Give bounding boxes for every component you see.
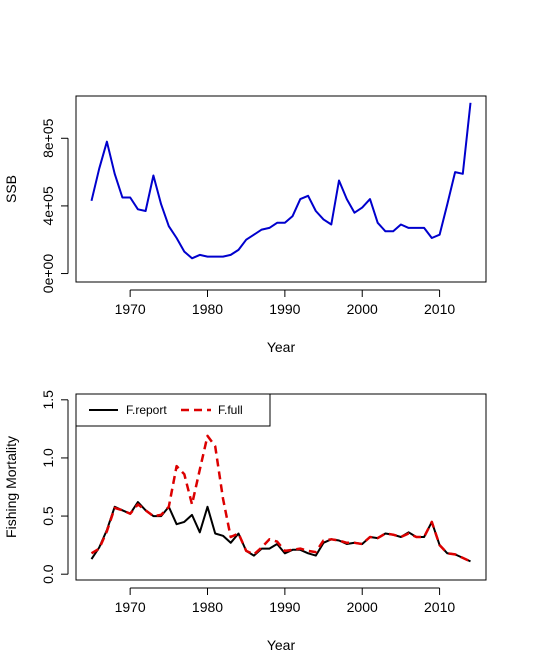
- fm-y-tick-label: 1.0: [40, 448, 56, 468]
- ssb-y-axis-label: SSB: [3, 175, 19, 203]
- fm-x-tick-label: 1980: [192, 599, 223, 615]
- fm-x-tick-label: 1990: [269, 599, 300, 615]
- fm-y-tick-label: 0.5: [40, 506, 56, 526]
- fm-legend: F.report F.full: [75, 393, 271, 427]
- fm-x-axis: 1970 1980 1990 2000 2010: [115, 587, 455, 615]
- fm-x-tick-label: 1970: [115, 599, 146, 615]
- ssb-y-tick-label: 0e+00: [40, 254, 56, 294]
- ssb-series-line: [90, 102, 472, 260]
- ssb-y-tick-label: 4e+05: [40, 186, 56, 226]
- ssb-x-tick-label: 1980: [192, 301, 223, 317]
- fm-x-tick-label: 2000: [347, 599, 378, 615]
- ssb-panel: 1970 1980 1990 2000 2010 0e+00 4e+05 8e+05 Yea…: [3, 95, 487, 355]
- fm-y-tick-label: 0.0: [40, 564, 56, 584]
- fm-y-tick-label: 1.5: [40, 390, 56, 410]
- ssb-x-tick-label: 2000: [347, 301, 378, 317]
- ssb-series-group: [90, 102, 472, 260]
- ssb-plot-frame: [75, 95, 487, 283]
- fm-series-line-f-full: [90, 434, 472, 563]
- fm-y-axis: 0.0 0.5 1.0 1.5: [40, 390, 69, 584]
- ssb-x-axis: 1970 1980 1990 2000 2010: [115, 289, 455, 317]
- ssb-y-tick-label: 8e+05: [40, 118, 56, 158]
- ssb-x-tick-label: 2010: [424, 301, 455, 317]
- fm-y-axis-label: Fishing Mortality: [3, 436, 19, 538]
- fishing-mortality-panel: 1970 1980 1990 2000 2010 0.0 0.5 1.0 1.5 Year F…: [3, 390, 487, 653]
- fm-series-group: [90, 434, 472, 563]
- ssb-x-axis-label: Year: [267, 339, 296, 355]
- fm-x-axis-label: Year: [267, 637, 296, 653]
- fm-x-tick-label: 2010: [424, 599, 455, 615]
- ssb-x-tick-label: 1970: [115, 301, 146, 317]
- ssb-y-axis: 0e+00 4e+05 8e+05: [40, 118, 69, 294]
- legend-label-f-full: F.full: [218, 403, 243, 417]
- fm-plot-frame: [75, 393, 487, 581]
- legend-label-f-report: F.report: [126, 403, 167, 417]
- ssb-x-tick-label: 1990: [269, 301, 300, 317]
